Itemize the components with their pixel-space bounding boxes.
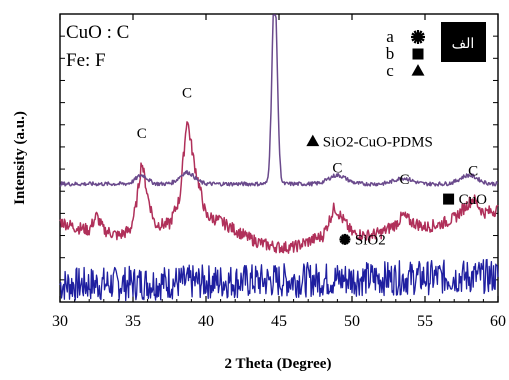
legend-letter-c: c [386, 61, 394, 80]
peak-label-c: C [137, 126, 147, 142]
x-tick-label: 30 [52, 313, 68, 330]
y-axis-label: Intensity (a.u.) [12, 111, 28, 205]
x-tick-label: 40 [198, 313, 214, 330]
star-icon [411, 30, 425, 44]
triangle-icon [306, 134, 320, 147]
square-icon [412, 48, 424, 60]
series-line-sio2 [59, 258, 499, 302]
x-tick-label: 35 [125, 313, 141, 330]
peak-label-c: C [182, 86, 192, 102]
x-tick-label: 60 [490, 313, 506, 330]
x-tick-label: 55 [417, 313, 433, 330]
series-line-cuo [59, 121, 499, 254]
star-icon [339, 233, 351, 245]
series-label: CuO [459, 192, 488, 208]
panel-tag-box [441, 22, 486, 62]
key-line-fe: Fe: F [66, 50, 106, 71]
legend-letter-a: a [386, 27, 394, 46]
star-ray [411, 32, 425, 42]
series-label: SiO2-CuO-PDMS [323, 134, 433, 150]
peak-label-c: C [400, 172, 410, 188]
x-tick-label: 50 [344, 313, 360, 330]
x-axis-label: 2 Theta (Degree) [225, 356, 332, 372]
panel-tag: الف [452, 37, 475, 52]
peak-label-c: C [468, 163, 478, 179]
series-label: SiO2 [355, 232, 386, 248]
plot-frame [59, 13, 499, 303]
series-line-sio2-cuo-pdms [59, 14, 499, 187]
square-icon [443, 193, 455, 205]
key-line-cuo: CuO : C [66, 22, 129, 43]
x-tick-label: 45 [271, 313, 287, 330]
legend-letter-b: b [386, 44, 395, 63]
triangle-icon [411, 64, 425, 76]
star-ray [339, 235, 351, 244]
peak-label-c: C [332, 160, 342, 176]
